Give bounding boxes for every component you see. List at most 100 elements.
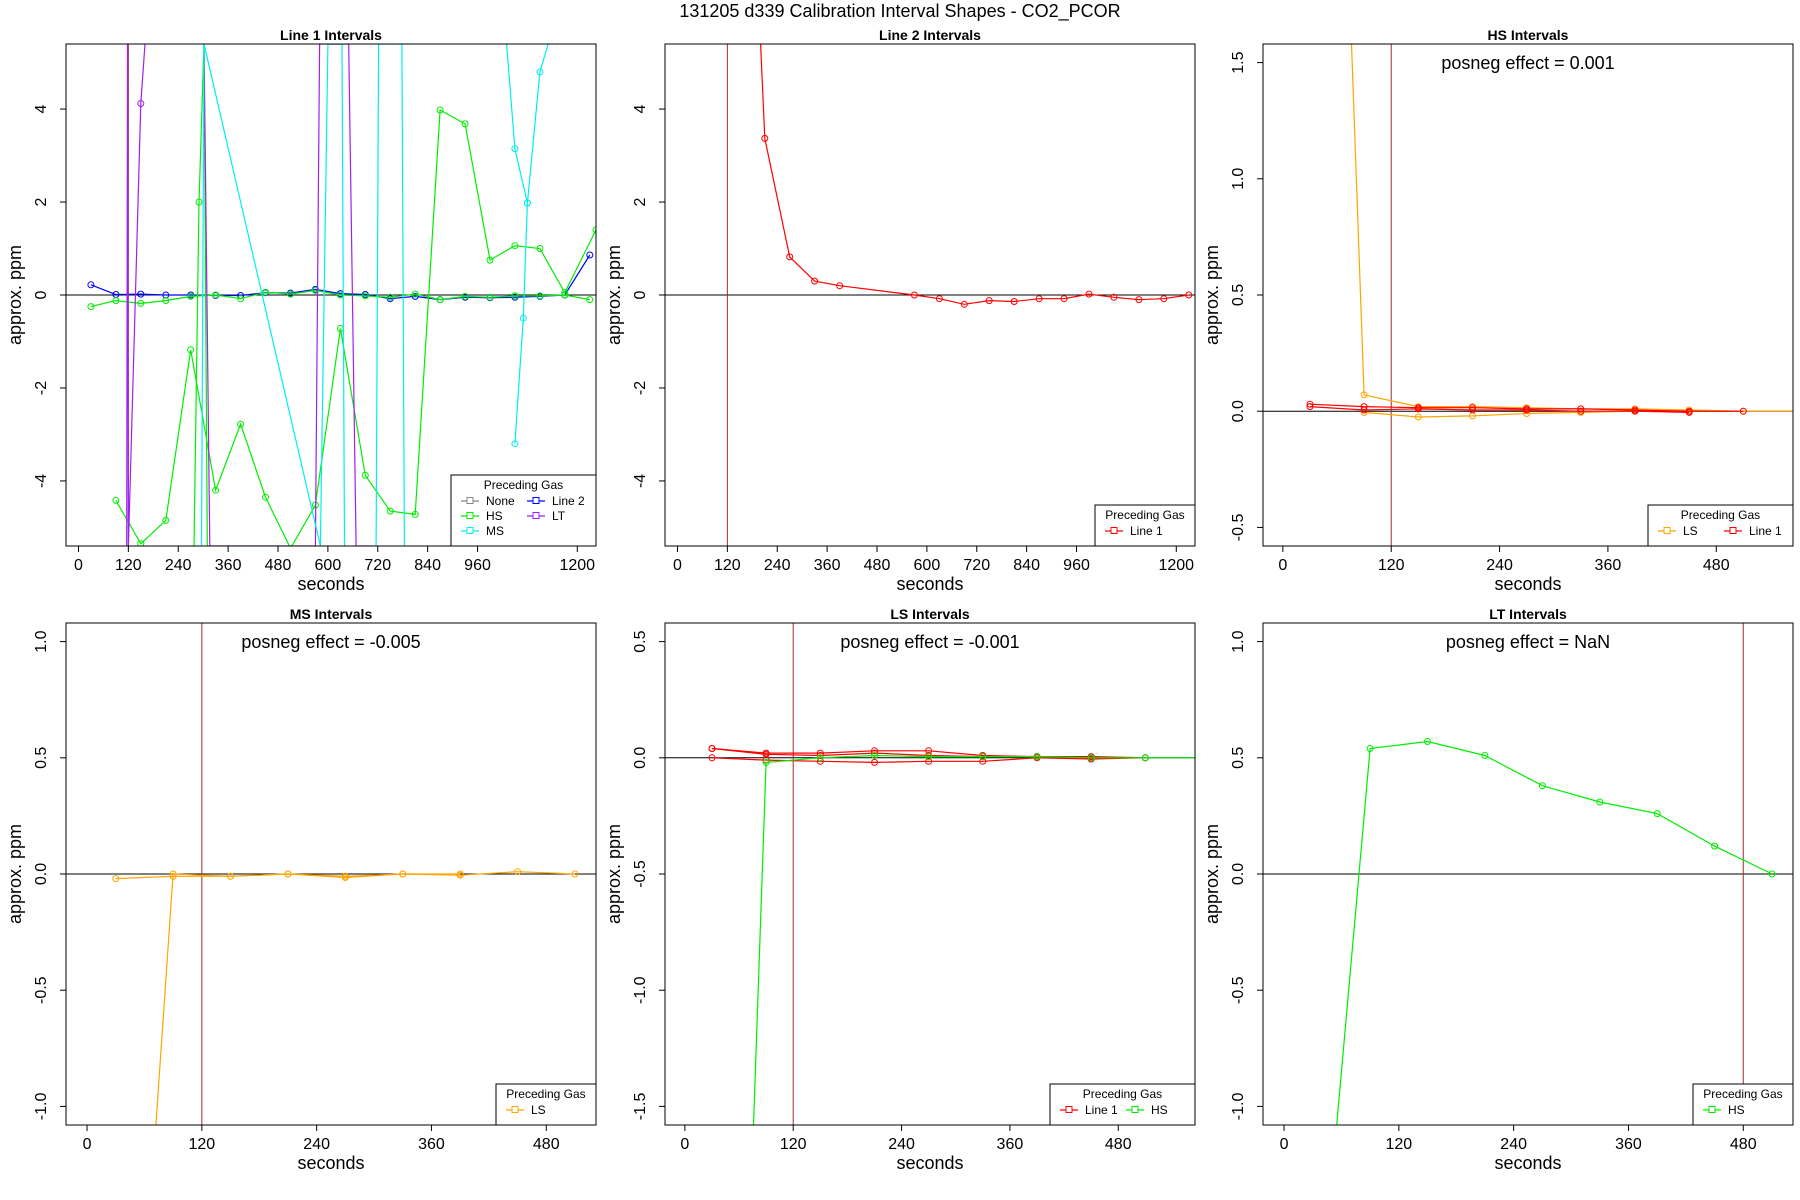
data-point	[227, 872, 234, 880]
data-point	[816, 752, 824, 759]
data-point	[456, 870, 464, 878]
legend-swatch-marker	[466, 512, 474, 519]
data-point	[586, 251, 594, 259]
data-point	[169, 870, 177, 878]
data-point	[1110, 293, 1118, 301]
y-tick-label: 1.0	[33, 630, 50, 652]
data-point	[486, 293, 494, 301]
posneg-annotation: posneg effect = NaN	[1446, 632, 1610, 652]
x-tick-label: 360	[997, 1136, 1024, 1153]
series-line-line-1	[1309, 403, 1744, 412]
data-point	[169, 872, 177, 880]
data-point	[1577, 407, 1585, 415]
data-point	[985, 297, 993, 305]
legend-label: HS	[486, 509, 503, 523]
data-point	[1596, 798, 1604, 806]
data-point	[536, 245, 544, 252]
legend-label: HS	[1728, 1103, 1745, 1117]
data-point	[386, 293, 394, 301]
legend-swatch-marker	[532, 512, 540, 519]
data-point	[925, 753, 933, 761]
legend: Preceding Gas Line 1 HS	[1049, 1083, 1196, 1126]
data-point	[1469, 406, 1476, 414]
x-tick-label: 0	[1278, 557, 1287, 574]
data-point	[708, 745, 716, 752]
panel-title: Line 2 Intervals	[879, 27, 981, 43]
x-axis-label: seconds	[297, 574, 364, 594]
series-group	[1336, 738, 1776, 1125]
data-point	[1160, 295, 1168, 303]
y-tick-label: 0.5	[33, 747, 50, 769]
data-point	[762, 750, 770, 758]
series-line-hs	[752, 754, 1195, 1125]
series-group	[87, 44, 596, 546]
x-tick-label: 240	[1486, 557, 1513, 574]
data-point	[262, 288, 269, 296]
data-point	[1414, 405, 1422, 413]
data-point	[1768, 870, 1776, 878]
x-tick-label: 360	[1595, 557, 1622, 574]
legend: Preceding Gas LS Line 1	[1647, 504, 1794, 547]
x-tick-label: 480	[1703, 557, 1730, 574]
data-point	[935, 295, 943, 303]
legend: Preceding Gas HS	[1692, 1083, 1794, 1126]
data-point	[187, 346, 195, 354]
y-tick-label: -4	[632, 474, 649, 488]
x-tick-label: 360	[814, 557, 841, 574]
x-tick-label: 120	[780, 1136, 807, 1153]
panel-6: LT Intervals 0 120 240 360 480 seconds -1.0 -0.5…	[1202, 606, 1794, 1173]
x-axis-label: seconds	[1494, 574, 1561, 594]
y-tick-label: 4	[632, 105, 649, 114]
data-point	[195, 198, 203, 206]
y-axis-label: approx. ppm	[5, 824, 25, 924]
legend: Preceding Gas Line 1	[1094, 504, 1196, 547]
data-point	[137, 100, 145, 107]
data-point	[411, 290, 419, 298]
series-line-ms	[514, 202, 528, 444]
data-point	[816, 754, 824, 762]
x-tick-label: 840	[1013, 557, 1040, 574]
data-point	[536, 292, 544, 300]
y-tick-label: 0.5	[1230, 284, 1247, 306]
y-tick-label: -0.5	[1230, 976, 1247, 1004]
data-point	[399, 870, 407, 878]
data-point	[287, 290, 294, 298]
plot-frame	[664, 622, 1196, 1126]
x-axis-label: seconds	[1494, 1153, 1561, 1173]
data-point	[212, 291, 220, 299]
data-point	[523, 199, 531, 207]
data-point	[112, 875, 120, 883]
legend-title: Preceding Gas	[506, 1087, 585, 1101]
series-line-hs	[193, 44, 208, 546]
legend-swatch-marker	[466, 527, 474, 534]
legend-swatch-marker	[511, 1106, 519, 1113]
series-group	[708, 745, 1195, 1125]
x-tick-label: 0	[673, 557, 682, 574]
data-point	[586, 296, 594, 304]
data-point	[571, 870, 579, 878]
series-line-ms	[375, 44, 405, 546]
data-point	[1135, 296, 1143, 304]
data-point	[1424, 738, 1431, 745]
panel-title: LT Intervals	[1489, 606, 1567, 622]
x-tick-label: 240	[764, 557, 791, 574]
panel-title: HS Intervals	[1488, 27, 1569, 43]
data-point	[461, 292, 469, 300]
series-line-line-1	[711, 747, 1146, 759]
data-point	[761, 134, 769, 142]
legend-title: Preceding Gas	[1105, 508, 1184, 522]
x-tick-label: 0	[83, 1136, 92, 1153]
data-point	[979, 757, 987, 765]
panel-title: Line 1 Intervals	[280, 27, 382, 43]
data-point	[1739, 407, 1747, 415]
y-tick-label: -0.5	[33, 976, 50, 1004]
data-point	[511, 292, 519, 300]
data-point	[1185, 291, 1193, 299]
panel-3: HS Intervals 0 120 240 360 480 seconds -0.5 0.0 0…	[1202, 27, 1794, 594]
data-point	[87, 303, 95, 311]
posneg-annotation: posneg effect = 0.001	[1441, 53, 1614, 73]
x-tick-label: 0	[1280, 1136, 1289, 1153]
x-tick-label: 360	[418, 1136, 445, 1153]
series-line-hs	[90, 289, 590, 308]
